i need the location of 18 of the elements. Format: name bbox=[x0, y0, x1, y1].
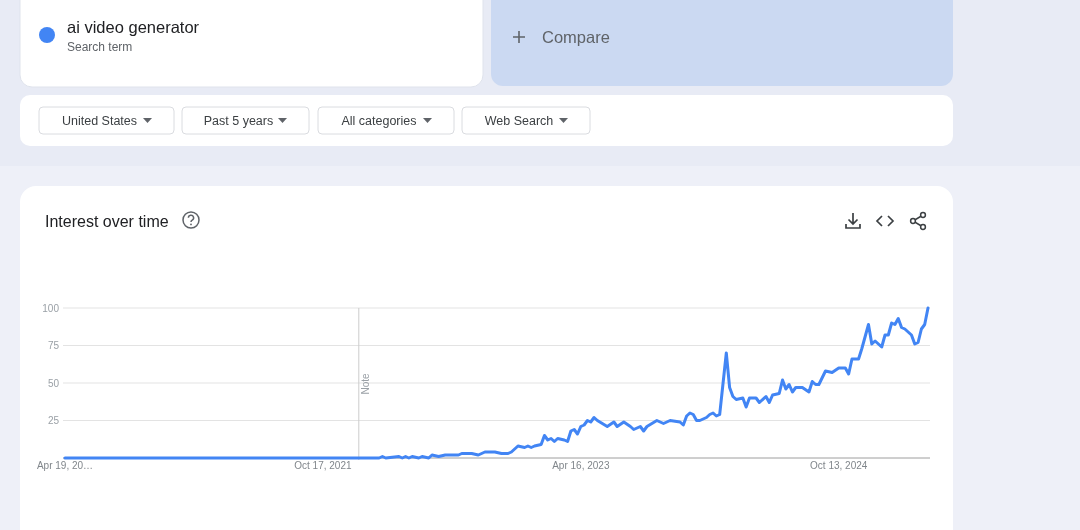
chart-title: Interest over time bbox=[45, 213, 169, 230]
y-tick-label: 100 bbox=[42, 302, 60, 314]
legend-label: ai video generator bbox=[67, 18, 200, 36]
text: United States bbox=[61, 114, 138, 128]
y-tick-label: 50 bbox=[47, 377, 60, 389]
x-tick-label: Apr 19, 20… bbox=[36, 460, 94, 471]
ref-line-label: Note bbox=[359, 373, 371, 395]
line-series bbox=[63, 306, 930, 460]
x-tick-label: Apr 16, 2023 bbox=[552, 460, 610, 471]
text: Search term bbox=[67, 40, 133, 54]
text: Web Search bbox=[484, 114, 554, 128]
text: All categories bbox=[341, 114, 417, 128]
y-tick-label: 75 bbox=[47, 340, 60, 351]
text: Past 5 years bbox=[203, 114, 274, 128]
y-tick-label: 25 bbox=[47, 415, 60, 426]
x-tick-label: Oct 13, 2024 bbox=[810, 460, 868, 471]
x-tick-label: Oct 17, 2021 bbox=[294, 460, 352, 471]
text: Compare bbox=[542, 28, 610, 46]
